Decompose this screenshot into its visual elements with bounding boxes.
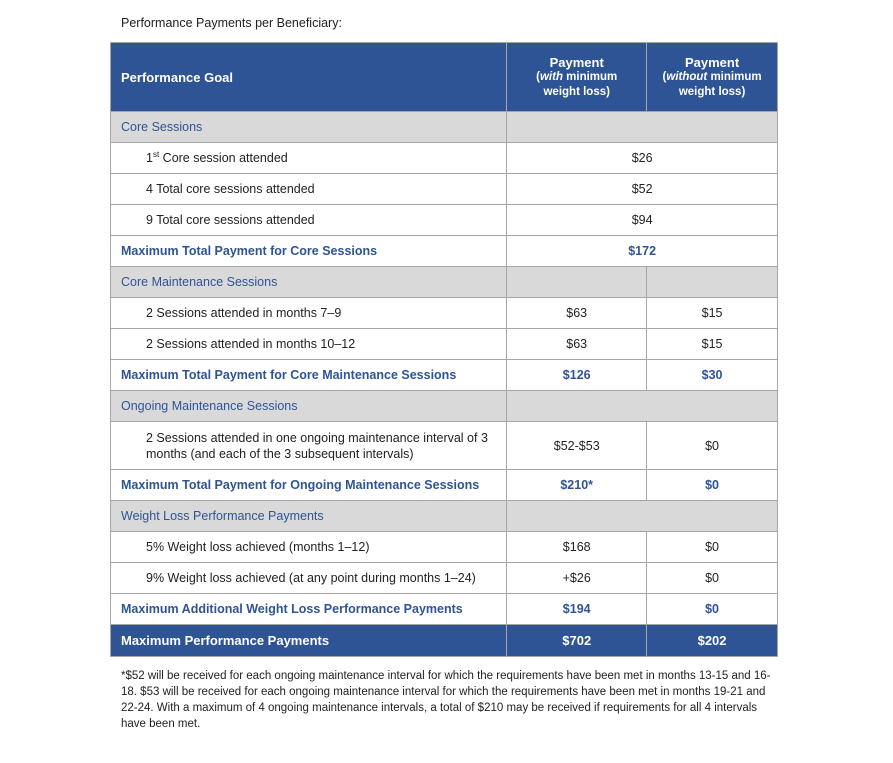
section-title: Core Sessions	[109, 111, 508, 143]
payment-value: $172	[506, 235, 778, 267]
header-with-weight-loss: Payment (with minimum weight loss)	[506, 42, 648, 112]
payment-with: $194	[506, 593, 648, 625]
payment-value: $94	[506, 204, 778, 236]
header-title: Payment	[549, 54, 604, 70]
emphasis: with	[539, 70, 563, 83]
table-row: 2 Sessions attended in one ongoing maint…	[109, 421, 778, 470]
row-label: 5% Weight loss achieved (months 1–12)	[109, 531, 508, 563]
payment-with: $63	[506, 297, 648, 329]
total-with: $702	[506, 624, 648, 657]
section-row: Ongoing Maintenance Sessions	[109, 390, 778, 422]
row-label: 9% Weight loss achieved (at any point du…	[109, 562, 508, 594]
payment-without: $30	[646, 359, 778, 391]
payment-without: $15	[646, 297, 778, 329]
section-row: Weight Loss Performance Payments	[109, 500, 778, 532]
table-row: 5% Weight loss achieved (months 1–12) $16…	[109, 531, 778, 563]
paren: (	[536, 70, 540, 83]
table-caption: Performance Payments per Beneficiary:	[121, 16, 342, 30]
section-title: Core Maintenance Sessions	[109, 266, 508, 298]
header-without-weight-loss: Payment (without minimum weight loss)	[646, 42, 778, 112]
payment-with: $126	[506, 359, 648, 391]
total-without: $202	[646, 624, 778, 657]
max-row: Maximum Additional Weight Loss Performan…	[109, 593, 778, 625]
payment-with: +$26	[506, 562, 648, 594]
row-label: 9 Total core sessions attended	[109, 204, 508, 236]
header-goal: Performance Goal	[109, 42, 508, 112]
row-label: 4 Total core sessions attended	[109, 173, 508, 205]
row-label: Maximum Total Payment for Core Sessions	[109, 235, 508, 267]
payment-value: $52	[506, 173, 778, 205]
table-header: Performance Goal Payment (with minimum we…	[109, 42, 778, 112]
table-row: 9 Total core sessions attended $94	[109, 204, 778, 236]
row-label: Maximum Total Payment for Core Maintenan…	[109, 359, 508, 391]
payment-without: $0	[646, 593, 778, 625]
row-label: 2 Sessions attended in months 7–9	[109, 297, 508, 329]
row-label: 2 Sessions attended in months 10–12	[109, 328, 508, 360]
empty-cell	[506, 390, 778, 422]
table-row: 9% Weight loss achieved (at any point du…	[109, 562, 778, 594]
payment-without: $15	[646, 328, 778, 360]
header-title: Payment	[684, 54, 740, 70]
payment-with: $63	[506, 328, 648, 360]
max-row: Maximum Total Payment for Core Maintenan…	[109, 359, 778, 391]
emphasis: without	[666, 70, 708, 83]
row-label: 2 Sessions attended in one ongoing maint…	[109, 421, 508, 470]
table-row: 4 Total core sessions attended $52	[109, 173, 778, 205]
table-row: 2 Sessions attended in months 10–12 $63 $1…	[109, 328, 778, 360]
payment-with: $168	[506, 531, 648, 563]
section-row: Core Sessions	[109, 111, 778, 143]
payment-without: $0	[646, 562, 778, 594]
max-row: Maximum Total Payment for Ongoing Mainte…	[109, 469, 778, 501]
header-sub: minimum weight loss)	[543, 70, 618, 98]
payment-with: $210*	[506, 469, 648, 501]
payments-table: Performance Goal Payment (with minimum we…	[109, 42, 778, 657]
payment-with: $52-$53	[506, 421, 648, 470]
payment-without: $0	[646, 421, 778, 470]
empty-cell	[506, 266, 648, 298]
row-label: 1st Core session attended	[109, 142, 508, 174]
payment-without: $0	[646, 531, 778, 563]
header-sub: minimum weight loss)	[678, 70, 762, 98]
empty-cell	[506, 111, 778, 143]
label-sup: st	[152, 150, 160, 160]
table-row: 2 Sessions attended in months 7–9 $63 $15	[109, 297, 778, 329]
section-title: Weight Loss Performance Payments	[109, 500, 508, 532]
table-row: 1st Core session attended $26	[109, 142, 778, 174]
section-title: Ongoing Maintenance Sessions	[109, 390, 508, 422]
row-label: Maximum Total Payment for Ongoing Mainte…	[109, 469, 508, 501]
max-row: Maximum Total Payment for Core Sessions $…	[109, 235, 778, 267]
label-rest: Core session attended	[159, 151, 288, 166]
label-num: 1	[146, 151, 153, 166]
payment-value: $26	[506, 142, 778, 174]
total-row: Maximum Performance Payments $702 $202	[109, 624, 778, 657]
row-label: Maximum Additional Weight Loss Performan…	[109, 593, 508, 625]
footnote: *$52 will be received for each ongoing m…	[121, 670, 771, 730]
empty-cell	[646, 266, 778, 298]
empty-cell	[506, 500, 778, 532]
paren: (	[662, 70, 667, 83]
total-label: Maximum Performance Payments	[109, 624, 508, 657]
section-row: Core Maintenance Sessions	[109, 266, 778, 298]
payment-without: $0	[646, 469, 778, 501]
